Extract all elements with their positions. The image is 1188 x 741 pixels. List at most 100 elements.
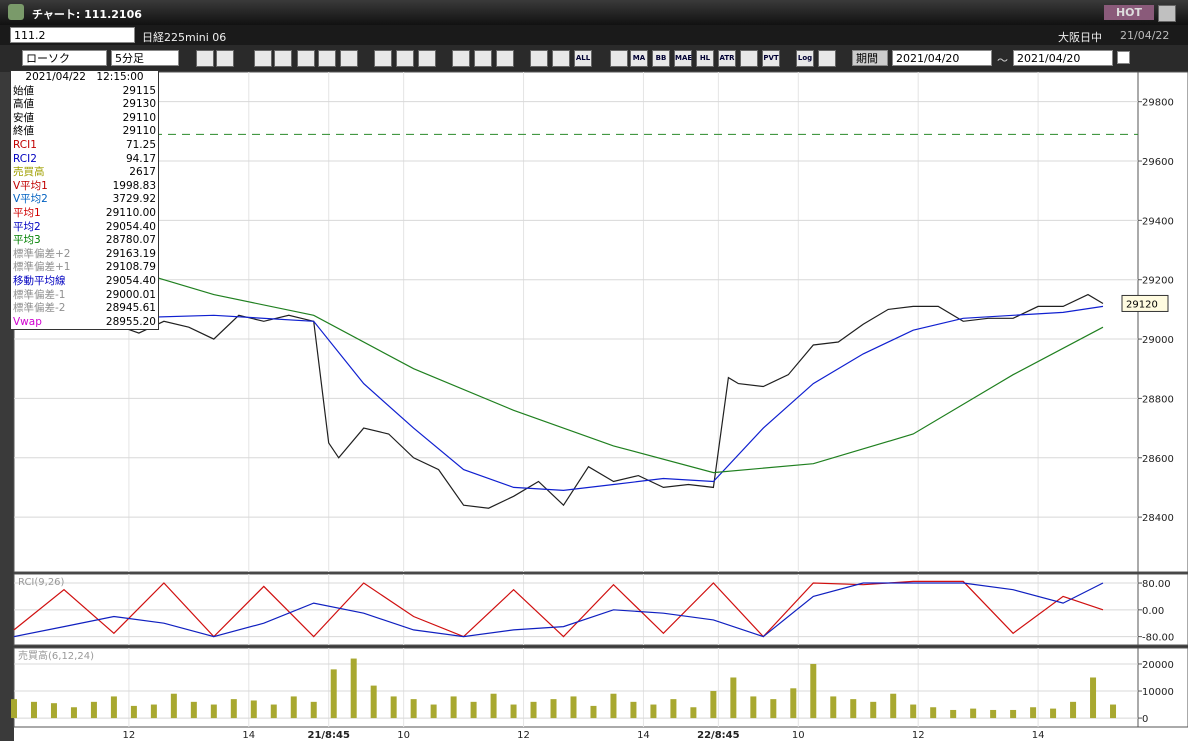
x-tick-label: 21/8:45 <box>307 730 349 741</box>
volume-bar <box>330 669 337 719</box>
toolbar-button[interactable] <box>196 50 214 67</box>
volume-bar <box>530 701 537 719</box>
info-label: 標準偏差-1 <box>13 288 66 301</box>
toolbar-button[interactable] <box>254 50 272 67</box>
info-label: 標準偏差+1 <box>13 261 71 274</box>
info-label: 標準偏差-2 <box>13 302 66 315</box>
y-tick-label: 28600 <box>1142 454 1174 465</box>
toolbar-button[interactable] <box>818 50 836 67</box>
toolbar-button[interactable]: PVT <box>762 50 780 67</box>
date-from[interactable]: 2021/04/20 <box>892 50 992 66</box>
interval-select[interactable]: 5分足 <box>111 50 179 66</box>
info-value: 28780.07 <box>105 234 156 247</box>
panel-title: 売買高(6,12,24) <box>18 649 94 662</box>
toolbar-button[interactable]: BB <box>652 50 670 67</box>
toolbar-button[interactable]: MAE <box>674 50 692 67</box>
x-tick-label: 14 <box>242 730 255 741</box>
toolbar-button[interactable] <box>474 50 492 67</box>
chart-type-select[interactable]: ローソク <box>22 50 107 66</box>
info-value: 1998.83 <box>112 179 156 192</box>
info-row: V平均2 3729.92 <box>11 193 158 207</box>
volume-bar <box>430 704 437 719</box>
hot-button[interactable]: HOT <box>1104 5 1154 20</box>
volume-bar <box>150 704 157 719</box>
toolbar-button[interactable] <box>452 50 470 67</box>
info-row: 高値 29130 <box>11 98 158 112</box>
x-tick-label: 12 <box>517 730 530 741</box>
toolbar-button[interactable]: MA <box>630 50 648 67</box>
volume-bar <box>790 688 797 719</box>
volume-bar <box>110 696 117 719</box>
toolbar-button[interactable] <box>396 50 414 67</box>
volume-bar <box>250 700 257 719</box>
volume-bar <box>750 696 757 719</box>
toolbar-button[interactable] <box>318 50 336 67</box>
toolbar-button[interactable]: Log <box>796 50 814 67</box>
close-button[interactable] <box>1158 5 1176 22</box>
info-row: 平均1 29110.00 <box>11 207 158 221</box>
info-row: Vwap 28955.20 <box>11 316 158 330</box>
volume-bar <box>130 705 137 719</box>
volume-bar <box>390 696 397 719</box>
toolbar-button[interactable]: ALL <box>574 50 592 67</box>
volume-bar <box>570 696 577 719</box>
y-tick-label: 28400 <box>1142 513 1174 524</box>
toolbar-button[interactable] <box>418 50 436 67</box>
volume-bar <box>550 699 557 719</box>
period-button[interactable]: 期間 <box>852 50 888 66</box>
volume-bar <box>70 707 77 719</box>
info-label: V平均1 <box>13 179 48 192</box>
info-label: 終値 <box>13 125 34 138</box>
info-value: 29054.40 <box>105 274 156 287</box>
y-tick-label: 0 <box>1142 714 1148 725</box>
volume-bar <box>290 696 297 719</box>
info-value: 29163.19 <box>105 247 156 260</box>
toolbar-button[interactable]: ATR <box>718 50 736 67</box>
volume-bar <box>470 701 477 719</box>
toolbar-button[interactable] <box>740 50 758 67</box>
info-label: RCI1 <box>13 138 37 151</box>
volume-bar <box>210 704 217 719</box>
instrument-name: 日経225mini 06 <box>142 31 227 44</box>
window-title: チャート: 111.2106 <box>32 8 142 21</box>
info-label: 高値 <box>13 98 34 111</box>
toolbar-button[interactable] <box>374 50 392 67</box>
info-value: 29110 <box>122 125 156 138</box>
code-input[interactable]: 111.2 <box>10 27 135 43</box>
info-row: V平均1 1998.83 <box>11 180 158 194</box>
x-tick-label: 14 <box>1032 730 1045 741</box>
date-to[interactable]: 2021/04/20 <box>1013 50 1113 66</box>
axis-bg <box>1137 573 1188 646</box>
toolbar-button[interactable] <box>496 50 514 67</box>
toolbar-button[interactable] <box>216 50 234 67</box>
info-label: 平均1 <box>13 206 41 219</box>
toolbar-button[interactable] <box>340 50 358 67</box>
toolbar-button[interactable] <box>274 50 292 67</box>
toolbar-button[interactable] <box>297 50 315 67</box>
series-line <box>13 580 1104 638</box>
info-value: 28955.20 <box>105 315 156 328</box>
series-line <box>13 293 1104 509</box>
checkbox[interactable] <box>1117 51 1130 64</box>
toolbar-button[interactable] <box>530 50 548 67</box>
toolbar-button[interactable] <box>610 50 628 67</box>
y-tick-label: 28800 <box>1142 394 1174 405</box>
toolbar-button[interactable] <box>552 50 570 67</box>
volume-bar <box>450 696 457 719</box>
info-value: 29108.79 <box>105 261 156 274</box>
volume-bar <box>950 709 957 719</box>
volume-bar <box>990 709 997 719</box>
volume-bar <box>270 704 277 719</box>
toolbar-button[interactable]: HL <box>696 50 714 67</box>
volume-bar <box>810 663 817 719</box>
volume-bar <box>230 699 237 719</box>
session: 大阪日中 <box>1058 31 1102 44</box>
volume-bar <box>490 693 497 719</box>
volume-bar <box>310 701 317 719</box>
volume-bar <box>1050 708 1057 719</box>
y-tick-label: 0.00 <box>1142 606 1164 617</box>
volume-bar <box>370 685 377 719</box>
info-label: 平均2 <box>13 220 41 233</box>
panel-title: RCI(9,26) <box>18 577 65 588</box>
info-value: 29054.40 <box>105 220 156 233</box>
